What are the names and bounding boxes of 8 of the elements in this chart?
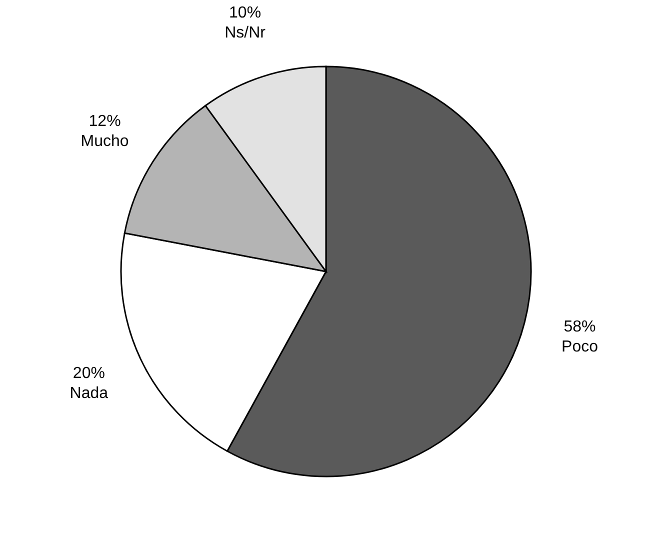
slice-label: Mucho — [80, 133, 129, 150]
data-label: 58% — [564, 318, 596, 336]
data-label: 12% — [88, 113, 121, 130]
slice-label: Ns/Nr — [224, 24, 266, 42]
data-label: 20% — [72, 365, 105, 382]
slice-label: Nada — [70, 385, 108, 402]
slice-label: Poco — [562, 338, 598, 356]
data-label: 10% — [229, 4, 262, 22]
